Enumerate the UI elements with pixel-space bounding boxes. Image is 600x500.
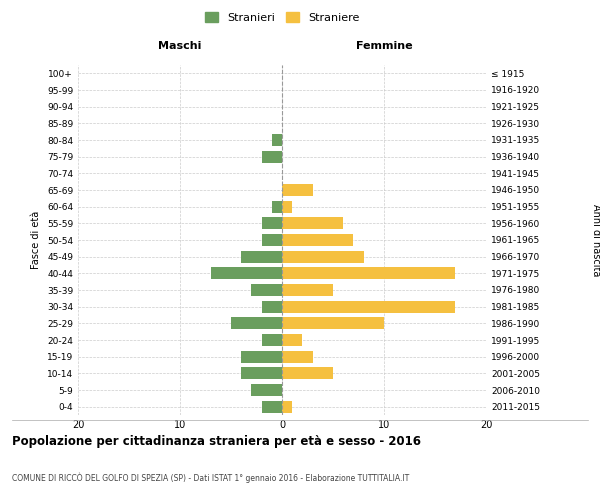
Bar — [241, 350, 282, 362]
Bar — [282, 334, 302, 346]
Bar — [262, 400, 282, 412]
Bar — [282, 350, 313, 362]
Bar — [282, 268, 455, 280]
Bar — [251, 384, 282, 396]
Y-axis label: Anni di nascita: Anni di nascita — [590, 204, 600, 276]
Bar — [211, 268, 282, 280]
Bar — [272, 134, 282, 146]
Text: Popolazione per cittadinanza straniera per età e sesso - 2016: Popolazione per cittadinanza straniera p… — [12, 435, 421, 448]
Bar — [262, 334, 282, 346]
Y-axis label: Fasce di età: Fasce di età — [31, 211, 41, 269]
Bar — [241, 368, 282, 380]
Bar — [282, 218, 343, 230]
Bar — [282, 318, 384, 330]
Text: Maschi: Maschi — [158, 41, 202, 51]
Bar — [251, 284, 282, 296]
Bar — [282, 284, 333, 296]
Bar — [282, 184, 313, 196]
Bar — [282, 200, 292, 212]
Bar — [282, 368, 333, 380]
Bar — [241, 250, 282, 262]
Bar — [262, 150, 282, 162]
Bar — [231, 318, 282, 330]
Legend: Stranieri, Straniere: Stranieri, Straniere — [200, 8, 364, 28]
Text: Femmine: Femmine — [356, 41, 412, 51]
Bar — [282, 300, 455, 312]
Text: COMUNE DI RICCÒ DEL GOLFO DI SPEZIA (SP) - Dati ISTAT 1° gennaio 2016 - Elaboraz: COMUNE DI RICCÒ DEL GOLFO DI SPEZIA (SP)… — [12, 472, 409, 483]
Bar — [282, 234, 353, 246]
Bar — [262, 234, 282, 246]
Bar — [282, 250, 364, 262]
Bar — [272, 200, 282, 212]
Bar — [262, 300, 282, 312]
Bar — [282, 400, 292, 412]
Bar — [262, 218, 282, 230]
